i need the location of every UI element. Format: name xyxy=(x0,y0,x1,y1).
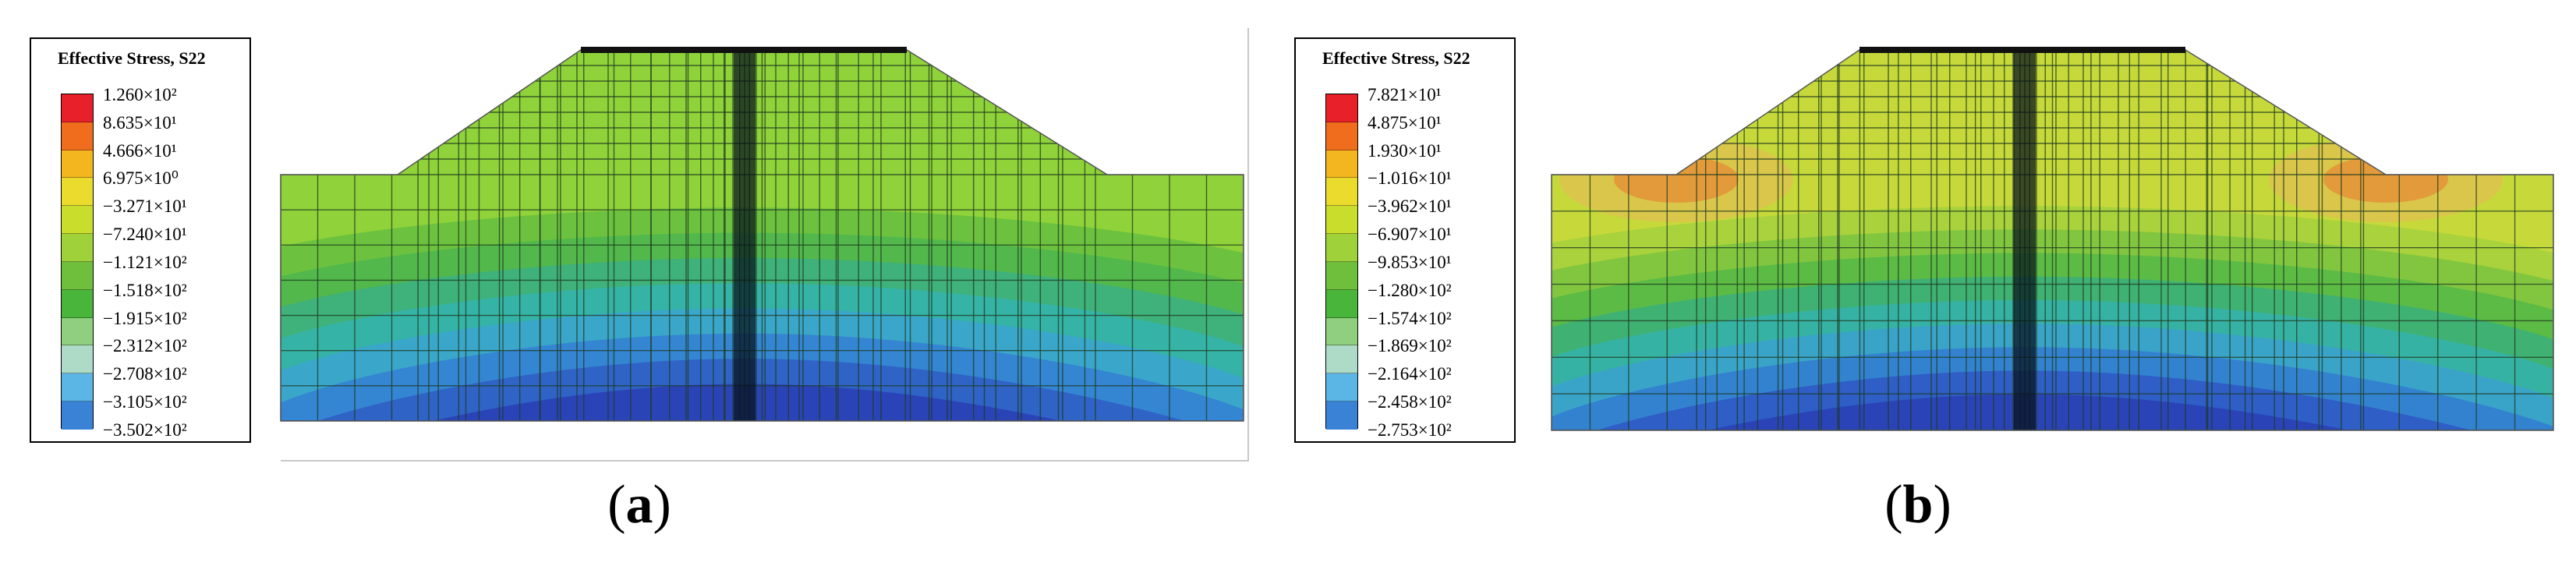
legend-a-label: 6.975×10⁰ xyxy=(103,168,179,188)
legend-a-label: −7.240×10¹ xyxy=(103,225,187,244)
legend-b-label: −6.907×10¹ xyxy=(1368,225,1452,244)
caption-a: (a) xyxy=(546,474,733,536)
contour-band xyxy=(2323,156,2448,203)
legend-a-swatch xyxy=(62,402,93,430)
legend-b-title: Effective Stress, S22 xyxy=(1322,48,1470,68)
legend-a-label: −3.271×10¹ xyxy=(103,196,187,216)
legend-a-swatch xyxy=(62,150,93,179)
legend-b-label: −1.574×10² xyxy=(1368,309,1452,328)
legend-b-swatch xyxy=(1326,317,1357,346)
legend-b-label: −2.753×10² xyxy=(1368,420,1452,440)
legend-b-label: −3.962×10¹ xyxy=(1368,196,1452,216)
centerline-dense-mesh xyxy=(2014,50,2036,430)
legend-a-label: 1.260×10² xyxy=(103,85,177,104)
legend-a-label: −3.105×10² xyxy=(103,392,187,412)
legend-b-label: −2.164×10² xyxy=(1368,364,1452,384)
legend-b-swatch xyxy=(1326,178,1357,207)
legend-a-label: −1.518×10² xyxy=(103,281,187,300)
legend-b-label: −1.869×10² xyxy=(1368,336,1452,356)
legend-a-swatch xyxy=(62,234,93,262)
caption-b-close: ) xyxy=(1933,475,1951,535)
legend-b-swatch xyxy=(1326,206,1357,235)
legend-a-swatch xyxy=(62,178,93,207)
contour-band xyxy=(281,384,1244,421)
legend-b: Effective Stress, S22 7.821×10¹ 4.875×10… xyxy=(1294,37,1516,443)
legend-b-label: 1.930×10¹ xyxy=(1368,141,1442,161)
legend-a-swatch xyxy=(62,373,93,402)
centerline-dense-mesh xyxy=(734,50,755,421)
caption-b-open: ( xyxy=(1884,475,1903,535)
legend-a-label: 4.666×10¹ xyxy=(103,141,177,161)
caption-a-close: ) xyxy=(653,475,671,535)
legend-b-swatch xyxy=(1326,122,1357,150)
contour-bands xyxy=(1552,50,2553,430)
legend-b-label: −1.280×10² xyxy=(1368,281,1452,300)
caption-b: (b) xyxy=(1824,474,2012,536)
legend-a-swatch xyxy=(62,261,93,290)
legend-a-label: −3.502×10² xyxy=(103,420,187,440)
crest-line xyxy=(1859,47,2185,53)
legend-a-label: −1.915×10² xyxy=(103,309,187,328)
legend-a-label: −2.708×10² xyxy=(103,364,187,384)
embankment-outline xyxy=(280,49,1244,422)
legend-b-label: −9.853×10¹ xyxy=(1368,253,1452,272)
embankment-contour-b xyxy=(1551,47,2554,431)
legend-b-swatch xyxy=(1326,289,1357,318)
panel-a-frame-right xyxy=(1247,28,1249,462)
legend-b-label: −2.458×10² xyxy=(1368,392,1452,412)
caption-b-letter: b xyxy=(1902,475,1934,535)
caption-a-letter: a xyxy=(625,475,653,535)
legend-a-label: −1.121×10² xyxy=(103,253,187,272)
legend-b-swatch xyxy=(1326,402,1357,430)
legend-a-label: −2.312×10² xyxy=(103,336,187,356)
legend-a-swatch xyxy=(62,206,93,235)
legend-a-swatches xyxy=(61,94,94,430)
legend-b-swatch xyxy=(1326,261,1357,290)
legend-a: Effective Stress, S22 1.260×10² 8.635×10… xyxy=(30,37,251,443)
legend-a-swatch xyxy=(62,94,93,122)
embankment-contour-a xyxy=(280,47,1244,422)
legend-b-swatch xyxy=(1326,345,1357,374)
legend-a-swatch xyxy=(62,345,93,374)
legend-a-swatch xyxy=(62,289,93,318)
legend-b-label: 7.821×10¹ xyxy=(1368,85,1442,104)
legend-b-swatch xyxy=(1326,150,1357,179)
embankment-outline xyxy=(1551,49,2554,431)
crest-line xyxy=(581,47,907,53)
caption-a-open: ( xyxy=(607,475,626,535)
legend-a-title: Effective Stress, S22 xyxy=(58,48,206,68)
legend-b-swatch xyxy=(1326,373,1357,402)
contour-band xyxy=(1552,394,2553,430)
panel-a-frame-bottom xyxy=(281,460,1249,462)
legend-b-swatch xyxy=(1326,234,1357,262)
contour-band xyxy=(1614,156,1739,203)
legend-a-label: 8.635×10¹ xyxy=(103,113,177,133)
legend-b-swatch xyxy=(1326,94,1357,122)
contour-bands xyxy=(281,50,1244,421)
legend-b-swatches xyxy=(1325,94,1358,430)
legend-a-swatch xyxy=(62,122,93,150)
legend-b-label: 4.875×10¹ xyxy=(1368,113,1442,133)
legend-b-label: −1.016×10¹ xyxy=(1368,168,1452,188)
legend-a-swatch xyxy=(62,317,93,346)
